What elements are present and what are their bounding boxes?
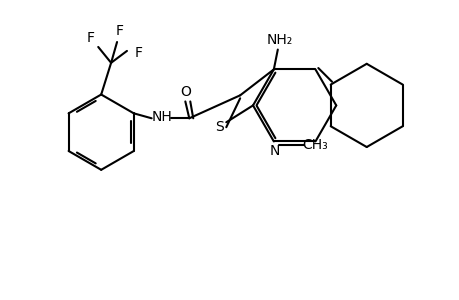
Text: F: F xyxy=(134,46,143,60)
Text: N: N xyxy=(269,144,280,158)
Text: F: F xyxy=(116,24,124,38)
Text: O: O xyxy=(179,85,190,98)
Text: S: S xyxy=(214,120,223,134)
Text: F: F xyxy=(86,31,94,45)
Text: CH₃: CH₃ xyxy=(302,138,328,152)
Text: NH: NH xyxy=(151,110,172,124)
Text: NH₂: NH₂ xyxy=(266,33,292,47)
